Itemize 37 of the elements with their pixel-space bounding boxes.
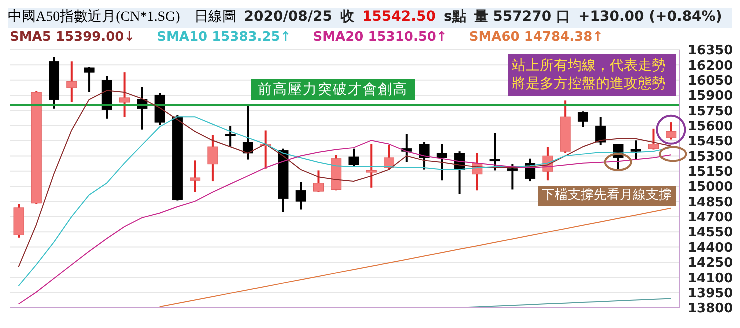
chart-title: 中國A50指數近月(CN*1.SG) [8,8,180,26]
candlestick [490,132,500,172]
annotation: 站上所有均線，代表走勢將是多方控盤的進攻態勢 [508,54,676,96]
text: 收 [340,8,354,26]
text: 量 557270 口 [474,8,570,26]
candlestick [630,140,642,161]
text: SMA20 15310.50↑ [313,30,448,45]
chart-subtitle: 日線圖 [194,8,236,26]
candlestick [507,163,518,191]
candlestick [190,160,201,194]
candlestick [384,144,395,171]
candlestick [366,143,377,189]
candlestick [66,60,78,104]
candlestick [578,110,588,128]
line-series [159,208,672,308]
text: 2020/08/25 [244,9,332,25]
candlestick [208,134,218,183]
text: 15542.50 [362,9,436,25]
annotation: 下檔支撐先看月線支撐 [538,186,676,206]
candlestick [225,125,236,148]
text: SMA60 14784.38↑ [469,30,604,45]
text: s點 [444,8,466,26]
text: SMA10 15383.25↑ [157,30,292,45]
candlestick [120,72,130,118]
text: +130.00 (+0.84%) [578,9,722,25]
candlestick [313,170,324,194]
candlestick [436,143,448,182]
candlestick [348,148,360,168]
candlestick [596,116,606,146]
candlestick [296,181,306,211]
candlestick [242,105,254,161]
candlestick [419,141,430,171]
candlestick [666,122,677,141]
candlestick [648,128,659,151]
text: SMA5 15399.00↓ [10,30,136,45]
ref-line-label: 前高壓力突破才會創高 [258,82,408,98]
candlestick [84,66,95,94]
